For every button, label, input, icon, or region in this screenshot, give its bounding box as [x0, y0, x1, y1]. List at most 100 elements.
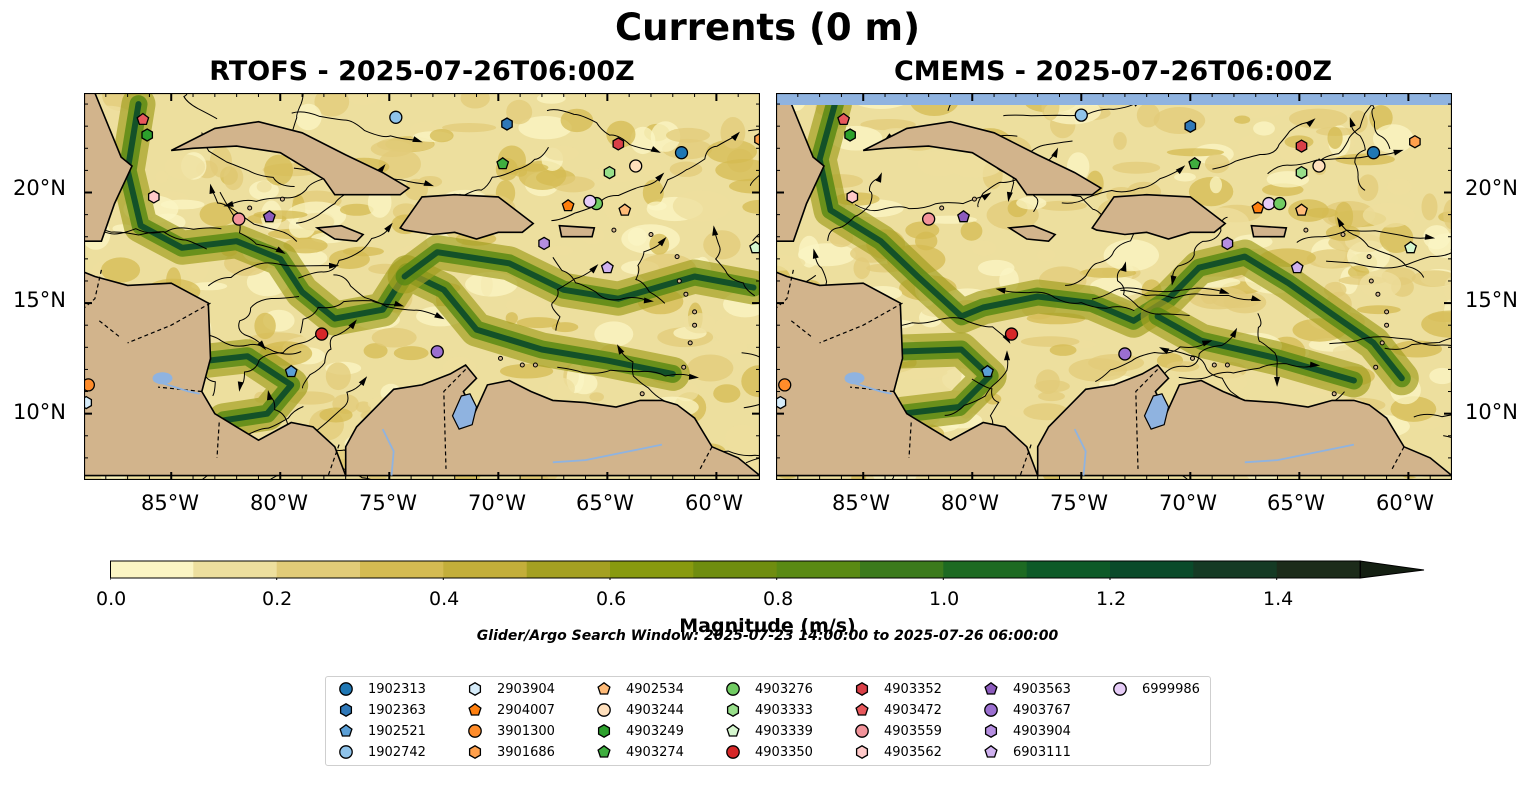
- legend-item: 4903274: [596, 742, 684, 762]
- legend-label: 4903562: [884, 744, 942, 760]
- land-puertorico: [558, 224, 596, 238]
- streamline: [551, 176, 661, 222]
- lat-tick-label: 15°N: [13, 288, 66, 312]
- colorbar-segment: [276, 561, 361, 578]
- legend-marker-icon: [726, 723, 740, 737]
- current-speed-patch: [1234, 115, 1251, 124]
- legend-marker-icon: [726, 703, 740, 717]
- streamline: [291, 93, 304, 132]
- streamline-arrow: [1250, 295, 1262, 301]
- current-speed-patch: [1348, 265, 1370, 279]
- colorbar-segment: [443, 561, 528, 578]
- streamline-arrow: [423, 180, 434, 187]
- small-island: [648, 232, 654, 237]
- current-speed-patch: [355, 401, 372, 413]
- legend-item: 4903563: [983, 679, 1071, 699]
- current-speed-patch: [371, 327, 417, 348]
- legend-label: 4903333: [755, 702, 813, 718]
- current-speed-patch: [1349, 110, 1368, 133]
- legend-label: 3901300: [497, 723, 555, 739]
- streamline-arrow: [981, 192, 992, 201]
- streamline-arrow: [643, 297, 654, 304]
- float-marker-4903244: [629, 159, 643, 173]
- country-border: [216, 422, 220, 458]
- legend-label: 4903767: [1013, 702, 1071, 718]
- current-speed-patch: [627, 227, 647, 246]
- float-marker-3901686: [754, 132, 760, 147]
- current-speed-patch: [647, 201, 667, 211]
- colorbar-tick-label: 0.4: [429, 588, 460, 610]
- legend-marker-icon: [339, 745, 353, 759]
- streamline-arrow: [358, 376, 368, 386]
- current-speed-patch: [1088, 354, 1145, 372]
- legend-item: 1902742: [338, 742, 426, 762]
- colorbar-segment: [1110, 561, 1194, 578]
- current-speed-patch: [1020, 336, 1080, 347]
- legend-marker-icon: [468, 702, 482, 716]
- streamline: [714, 231, 756, 297]
- current-speed-patch: [547, 377, 575, 400]
- rtofs-map[interactable]: [84, 93, 760, 480]
- float-marker-4903276: [1273, 196, 1287, 211]
- current-speed-patch: [639, 158, 662, 176]
- cmems-map[interactable]: [776, 93, 1452, 480]
- lon-tick-label: 60°W: [685, 491, 743, 515]
- current-speed-patch: [650, 121, 681, 152]
- lat-tick-label: 20°N: [1465, 176, 1518, 200]
- float-marker-3901300: [778, 378, 792, 392]
- float-marker-2903904: [84, 395, 93, 410]
- no-data-band: [776, 93, 1452, 105]
- current-speed-patch: [1428, 233, 1452, 259]
- float-marker-4903249: [141, 128, 154, 142]
- streamline-arrow: [393, 300, 405, 307]
- lake-maracaibo: [1143, 393, 1170, 430]
- streamline-arrow: [329, 262, 340, 269]
- streamline: [1178, 363, 1315, 380]
- small-island: [1340, 232, 1346, 237]
- small-island: [1373, 364, 1379, 370]
- float-marker-4903472: [837, 112, 851, 126]
- lake-nicaragua: [844, 372, 865, 385]
- panel-title-cmems: CMEMS - 2025-07-26T06:00Z: [893, 56, 1333, 87]
- legend-marker-icon: [984, 703, 998, 717]
- streamline-arrow: [1170, 275, 1177, 286]
- current-speed-patch: [329, 249, 370, 269]
- streamline: [635, 241, 666, 304]
- current-speed-patch: [1369, 105, 1393, 131]
- current-speed-patch: [1215, 371, 1247, 393]
- current-speed-patch: [1421, 193, 1438, 221]
- streamline-arrow: [1051, 147, 1059, 158]
- current-speed-patch: [1228, 100, 1284, 118]
- current-speed-patch: [199, 202, 236, 227]
- legend-item: 1902363: [338, 700, 426, 720]
- current-speed-patch: [560, 108, 594, 133]
- float-marker-4903352: [612, 137, 625, 151]
- current-speed-patch: [702, 340, 748, 355]
- country-border: [327, 444, 340, 476]
- current-speed-patch: [1288, 199, 1329, 222]
- legend-marker: [726, 703, 740, 717]
- current-speed-patch: [1112, 161, 1161, 174]
- legend-item: 6903111: [983, 742, 1071, 762]
- legend-marker-icon: [984, 681, 998, 695]
- small-island: [279, 196, 285, 202]
- legend-item: 2903904: [467, 679, 555, 699]
- figure-title: Currents (0 m): [614, 6, 920, 49]
- small-island: [939, 205, 945, 211]
- small-island: [639, 391, 645, 397]
- current-speed-patch: [853, 257, 871, 280]
- small-island: [687, 340, 693, 346]
- colorbar-tick-label: 1.0: [929, 588, 960, 610]
- legend-marker-icon: [597, 703, 611, 717]
- streamline-arrow: [1006, 191, 1013, 202]
- lake-maracaibo: [451, 393, 478, 430]
- streamline-arrow: [617, 344, 625, 355]
- legend-item: 4903352: [854, 679, 942, 699]
- current-speed-patch: [1136, 103, 1160, 128]
- small-island: [498, 355, 503, 361]
- country-border: [819, 302, 903, 344]
- colorbar-segment: [776, 561, 861, 578]
- small-island: [247, 205, 253, 211]
- streamline: [551, 268, 595, 331]
- streamline: [660, 135, 737, 194]
